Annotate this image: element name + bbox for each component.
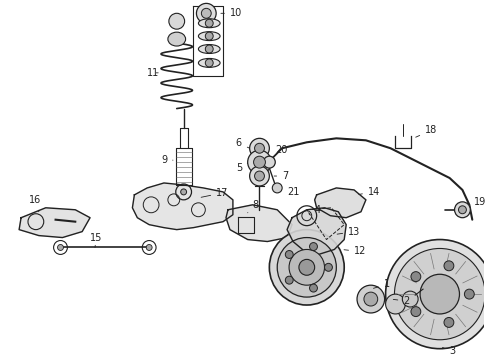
Circle shape [324, 264, 332, 271]
Text: 13: 13 [337, 226, 361, 237]
Circle shape [205, 19, 213, 27]
Text: 6: 6 [236, 138, 249, 148]
Circle shape [394, 248, 485, 340]
Circle shape [146, 244, 152, 251]
Circle shape [205, 45, 213, 53]
Circle shape [169, 13, 185, 29]
Text: 11: 11 [147, 68, 159, 78]
Circle shape [205, 32, 213, 40]
Circle shape [254, 156, 266, 168]
Circle shape [411, 272, 421, 282]
Circle shape [181, 189, 187, 195]
Circle shape [270, 230, 344, 305]
Polygon shape [287, 208, 346, 255]
Circle shape [264, 156, 275, 168]
Circle shape [196, 3, 216, 23]
Text: 8: 8 [247, 200, 259, 213]
Circle shape [247, 150, 271, 174]
Text: 2: 2 [393, 296, 410, 306]
Circle shape [455, 202, 470, 218]
Circle shape [255, 143, 265, 153]
Text: 3: 3 [442, 346, 456, 356]
Ellipse shape [198, 45, 220, 54]
Ellipse shape [198, 58, 220, 67]
Text: 20: 20 [271, 145, 288, 160]
Circle shape [386, 294, 405, 314]
Circle shape [386, 239, 490, 349]
Circle shape [57, 244, 63, 251]
Text: 15: 15 [90, 233, 102, 247]
Text: 14: 14 [359, 187, 380, 197]
Text: 1: 1 [373, 279, 390, 289]
Circle shape [285, 251, 293, 258]
Circle shape [357, 285, 385, 313]
Text: 18: 18 [416, 125, 437, 137]
Polygon shape [19, 208, 90, 238]
Circle shape [444, 318, 454, 327]
Circle shape [201, 8, 211, 18]
Circle shape [420, 274, 460, 314]
Ellipse shape [168, 32, 186, 46]
Circle shape [444, 261, 454, 271]
Text: 5: 5 [236, 162, 249, 173]
Circle shape [459, 206, 466, 214]
Circle shape [411, 307, 421, 316]
Circle shape [249, 138, 270, 158]
Circle shape [249, 166, 270, 186]
Circle shape [402, 291, 418, 307]
Text: 12: 12 [344, 247, 367, 256]
Text: 4: 4 [309, 205, 321, 215]
Circle shape [272, 183, 282, 193]
Circle shape [255, 171, 265, 181]
Ellipse shape [198, 32, 220, 41]
Circle shape [310, 284, 318, 292]
Circle shape [299, 260, 315, 275]
Text: 17: 17 [201, 188, 228, 198]
Circle shape [364, 292, 378, 306]
Text: 21: 21 [280, 187, 299, 197]
Polygon shape [226, 205, 292, 242]
Text: 16: 16 [29, 195, 41, 212]
Polygon shape [132, 183, 233, 230]
Circle shape [205, 59, 213, 67]
Text: 19: 19 [465, 197, 487, 207]
Text: 7: 7 [274, 171, 289, 181]
Circle shape [310, 243, 318, 251]
Polygon shape [315, 188, 366, 218]
Text: 10: 10 [221, 8, 242, 18]
Circle shape [277, 238, 336, 297]
Ellipse shape [198, 19, 220, 28]
Circle shape [285, 276, 293, 284]
Text: 9: 9 [161, 155, 173, 165]
Circle shape [465, 289, 474, 299]
Circle shape [289, 249, 324, 285]
